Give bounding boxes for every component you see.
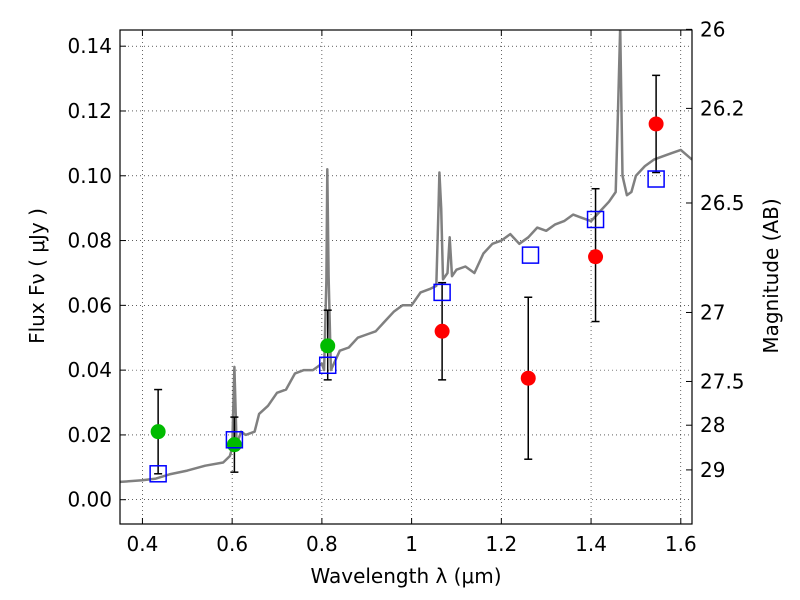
model-square [433,283,451,302]
y2-tick-label: 27.5 [700,369,745,393]
template-spectrum-line [120,30,692,484]
y2-tick-label: 26.5 [700,191,745,215]
y2-tick-label: 27 [700,300,725,324]
y2-axis-label: Magnitude (AB) [759,198,783,353]
observed-point [588,249,604,265]
model-square [225,431,244,449]
y-tick-label: 0.12 [67,99,112,123]
y-tick-label: 0.10 [67,164,112,188]
x-tick-label: 0.8 [306,532,338,556]
observed-point [434,323,450,339]
green-point [150,424,166,440]
y-tick-label: 0.06 [67,293,112,317]
x-tick-label: 1.4 [575,532,607,556]
model-square [647,170,665,188]
y2-tick-label: 26 [700,17,725,41]
x-tick-label: 1.2 [485,532,517,556]
model-square [586,210,605,229]
model-square [521,246,540,264]
model-square [318,356,337,375]
x-tick-label: 1.6 [665,532,697,556]
grid-lines [120,30,692,524]
y-axis-label: Flux Fν ( μJy ) [25,208,49,344]
y2-tick-label: 29 [700,458,725,482]
y-tick-label: 0.02 [67,423,112,447]
x-axis-label: Wavelength λ (μm) [310,564,501,588]
y-tick-label: 0.04 [67,358,112,382]
y-tick-label: 0.08 [67,229,112,253]
y2-tick-label: 26.2 [700,96,745,120]
green-point [320,338,336,354]
y-tick-label: 0.14 [67,34,112,58]
model-square [149,465,167,483]
plot-area [120,30,692,484]
green-point [226,437,242,453]
x-tick-label: 0.4 [127,532,159,556]
plot-frame [119,29,693,525]
y2-tick-label: 28 [700,413,725,437]
plot-content [120,30,692,484]
y-tick-label: 0.00 [67,488,112,512]
x-tick-label: 0.6 [216,532,248,556]
observed-point [648,116,664,132]
x-tick-label: 1 [405,532,418,556]
observed-point [520,370,536,386]
axis-ticks: 0.4 0.6 0.8 1 1.2 1.4 1.6 0.00 0.02 0.04 0.06 0.08 0… [67,17,744,556]
